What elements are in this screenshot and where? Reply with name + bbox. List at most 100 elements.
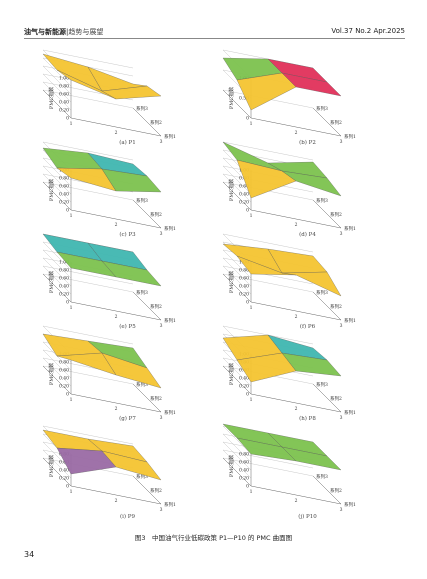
surface [42, 147, 162, 193]
surface-patch [101, 168, 162, 193]
z-tick-label: 0.20 [59, 200, 69, 206]
series-label: 系列2 [150, 303, 162, 310]
z-tick-label: 1.00 [59, 260, 69, 266]
panel-caption: (e) P5 [119, 324, 136, 330]
grid-line [42, 165, 72, 195]
x-tick-label: 2 [295, 498, 298, 504]
x-tick-label: 2 [115, 130, 118, 136]
series-label: 系列3 [136, 381, 148, 388]
surface-patch [101, 260, 162, 287]
grid-line [222, 441, 252, 471]
grid-line [222, 265, 252, 295]
surface-patch [281, 170, 342, 197]
series-label: 系列1 [344, 501, 356, 508]
z-axis-title: PMC指数 [48, 455, 55, 477]
surface-patch [281, 72, 342, 97]
x-tick-label: 3 [160, 415, 163, 421]
grid-line [42, 357, 72, 387]
z-tick-label: 0 [246, 484, 249, 490]
z-tick-label: 0 [246, 392, 249, 398]
x-tick-label: 1 [70, 213, 73, 219]
series-label: 系列2 [330, 119, 342, 126]
grid-line [42, 425, 134, 445]
series-label: 系列1 [344, 409, 356, 416]
z-tick-label: 0.40 [59, 192, 69, 198]
series-label: 系列2 [150, 119, 162, 126]
series-label: 系列1 [164, 317, 176, 324]
grid-line [222, 357, 252, 387]
z-tick-label: 0.20 [59, 476, 69, 482]
x-tick-label: 3 [160, 323, 163, 329]
grid-line [42, 173, 72, 203]
x-tick-label: 3 [340, 139, 343, 145]
z-tick-label: 0 [246, 300, 249, 306]
grid-line [42, 65, 72, 95]
z-axis-title: PMC指数 [228, 179, 235, 201]
series-label: 系列3 [136, 473, 148, 480]
grid-line [42, 49, 134, 69]
z-tick-label: 0.40 [59, 468, 69, 474]
x-tick-label: 3 [340, 231, 343, 237]
surface-chart-5: 1.00 0.80 0.60 0.40 0.20 0 PMC指数 1 2 3 系列1 系列2 系列3 [42, 233, 210, 332]
z-tick-label: 0.40 [239, 284, 249, 290]
panel-caption: (c) P3 [119, 232, 136, 238]
z-tick-label: 0.20 [239, 476, 249, 482]
surface [42, 429, 162, 481]
series-label: 系列2 [150, 211, 162, 218]
z-tick-label: 0.80 [59, 176, 69, 182]
grid-line [42, 57, 72, 87]
floor-edge [222, 181, 342, 229]
panel-caption: (a) P1 [119, 140, 136, 146]
series-label: 系列3 [316, 105, 328, 112]
grid-line [222, 457, 314, 477]
z-tick-label: 0.60 [59, 460, 69, 466]
z-tick-label: 0.80 [239, 268, 249, 274]
grid-line [222, 449, 314, 469]
surface-patch [101, 352, 162, 389]
z-tick-label: 1.00 [59, 76, 69, 82]
series-label: 系列2 [150, 395, 162, 402]
grid-line [42, 241, 72, 271]
surface [222, 243, 342, 297]
panel-caption: (g) P7 [119, 416, 136, 422]
panel-caption: (d) P4 [299, 232, 316, 238]
z-tick-label: 0.20 [59, 384, 69, 390]
x-tick-label: 2 [295, 406, 298, 412]
grid-line [222, 141, 314, 161]
page-number: 34 [24, 550, 35, 559]
series-label: 系列3 [316, 197, 328, 204]
z-tick-label: 0 [246, 116, 249, 122]
x-tick-label: 3 [340, 507, 343, 513]
z-tick-label: 0.20 [59, 108, 69, 114]
surface-patch [236, 72, 297, 111]
grid-line [222, 173, 252, 203]
floor-edge [222, 89, 342, 137]
z-tick-label: 0.60 [59, 368, 69, 374]
surface-patch [101, 85, 162, 100]
series-label: 系列3 [136, 289, 148, 296]
surface-patch [281, 446, 342, 471]
z-tick-label: 0.20 [239, 292, 249, 298]
grid-line [42, 89, 134, 109]
volume-info: Vol.37 No.2 Apr.2025 [331, 27, 405, 35]
x-tick-label: 1 [250, 397, 253, 403]
header-separator: | [66, 28, 69, 36]
x-tick-label: 3 [160, 231, 163, 237]
z-axis-title: PMC指数 [48, 87, 55, 109]
z-tick-label: 0 [66, 116, 69, 122]
surface-patch [101, 450, 162, 481]
series-label: 系列1 [164, 133, 176, 140]
series-label: 系列3 [316, 473, 328, 480]
floor-edge [42, 89, 162, 137]
z-tick-label: 0.20 [239, 384, 249, 390]
grid-line [222, 265, 314, 285]
